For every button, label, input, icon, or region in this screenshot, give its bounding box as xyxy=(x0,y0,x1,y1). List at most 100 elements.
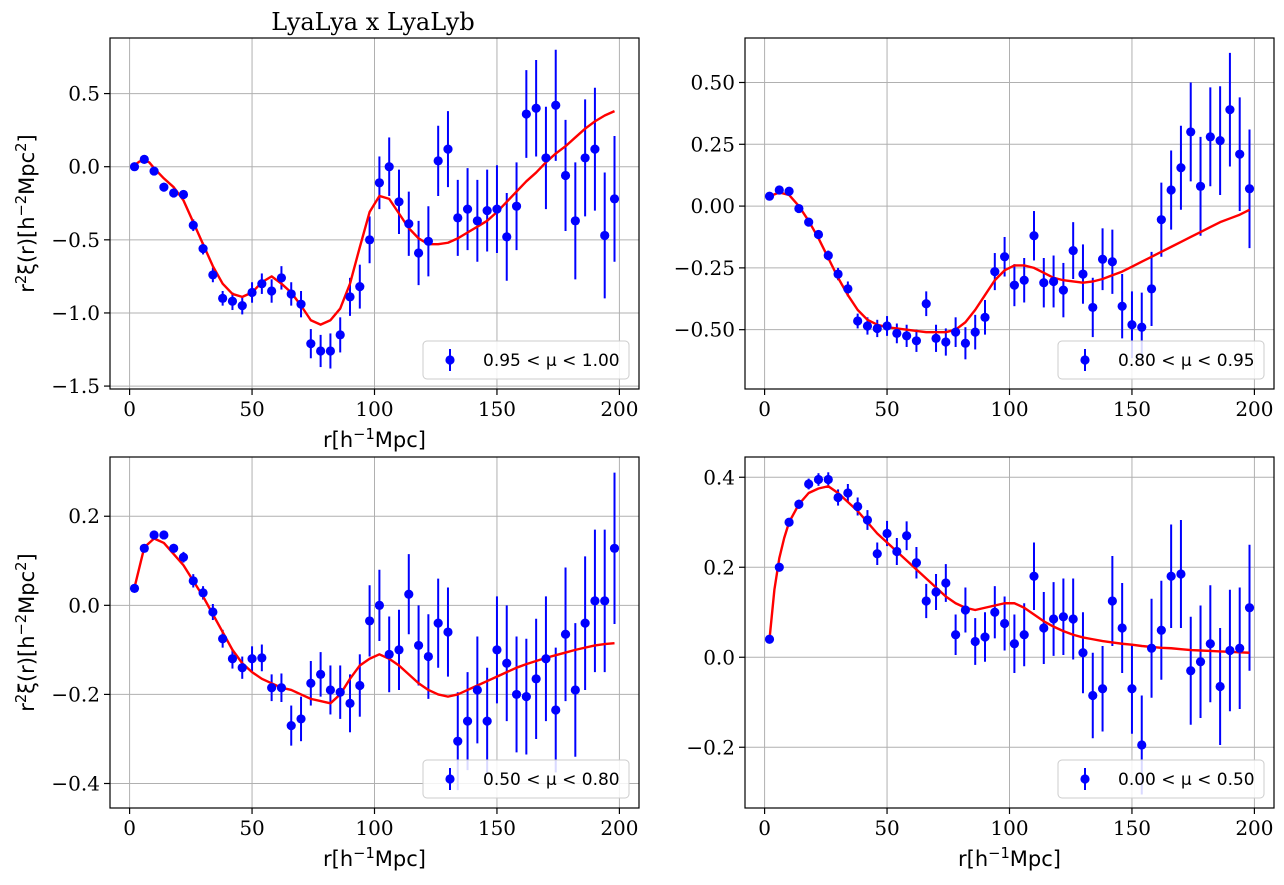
y-tick-label: 0.2 xyxy=(68,504,100,528)
data-point xyxy=(1205,639,1215,649)
data-point xyxy=(423,236,433,246)
data-point xyxy=(462,204,473,214)
data-point xyxy=(1176,163,1186,173)
data-point xyxy=(365,616,375,626)
data-point xyxy=(1078,269,1088,279)
data-point xyxy=(276,683,287,693)
data-point xyxy=(843,488,853,498)
data-point xyxy=(892,546,902,557)
data-point xyxy=(198,244,208,254)
chart-panel-4: 0 50 100 150 200 −0.2 0.0 0.2 0.4 r[h−1Mpc] 0.00 <… xyxy=(686,456,1275,871)
data-point xyxy=(1048,276,1059,287)
data-point xyxy=(951,630,961,640)
data-point xyxy=(521,109,531,119)
data-point xyxy=(882,321,892,331)
x-tick-label: 100 xyxy=(990,816,1028,840)
data-point xyxy=(794,203,804,214)
data-point xyxy=(541,153,551,163)
data-point xyxy=(218,634,228,644)
data-point xyxy=(941,337,951,347)
data-point xyxy=(257,279,267,289)
data-point xyxy=(1088,690,1098,701)
data-point xyxy=(335,330,345,340)
data-point xyxy=(1156,215,1166,225)
data-point xyxy=(580,153,590,163)
data-point xyxy=(931,587,941,597)
grid xyxy=(110,457,639,808)
x-tick-label: 200 xyxy=(600,816,638,840)
model-curve xyxy=(133,537,615,705)
data-point xyxy=(286,289,296,299)
data-point xyxy=(139,543,149,553)
model-curve xyxy=(769,191,1251,334)
data-point xyxy=(1176,569,1186,579)
plot-area xyxy=(129,49,620,369)
data-point xyxy=(600,596,610,606)
data-point xyxy=(247,654,257,664)
y-tick-label: −0.2 xyxy=(51,682,100,706)
data-point xyxy=(1244,603,1255,613)
data-point xyxy=(1117,623,1127,633)
data-point xyxy=(178,552,189,562)
data-point xyxy=(813,229,824,240)
data-point xyxy=(872,323,882,334)
data-point xyxy=(316,346,326,356)
data-point xyxy=(823,250,833,261)
data-point xyxy=(433,156,443,166)
data-point xyxy=(784,186,794,196)
x-tick-label: 50 xyxy=(239,397,264,421)
data-point xyxy=(325,346,336,356)
data-point xyxy=(413,640,424,651)
data-point xyxy=(1137,740,1147,750)
data-point xyxy=(404,589,414,599)
data-point xyxy=(1244,184,1255,194)
chart-panel-2: 0 50 100 150 200 −0.50 −0.25 0.00 0.25 0.50 0.80 <… xyxy=(674,37,1275,421)
legend-box xyxy=(422,340,630,380)
data-point xyxy=(551,705,561,715)
data-point xyxy=(492,645,502,655)
x-tick-label: 0 xyxy=(758,397,771,421)
data-point xyxy=(1195,657,1206,667)
data-point xyxy=(394,645,404,655)
data-point xyxy=(1068,245,1078,256)
data-point xyxy=(1097,684,1108,694)
data-point xyxy=(325,685,336,695)
data-point xyxy=(413,248,424,258)
data-point xyxy=(149,530,159,540)
chart-panel-3: 0 50 100 150 200 −0.4 −0.2 0.0 0.2 r[h−1Mpc] r2ξ(r… xyxy=(13,456,640,871)
data-point xyxy=(590,144,600,154)
data-point xyxy=(570,216,580,226)
data-point xyxy=(129,162,140,172)
data-point xyxy=(443,627,453,637)
data-point xyxy=(862,515,873,525)
x-tick-label: 100 xyxy=(355,816,393,840)
x-tick-label: 50 xyxy=(874,397,899,421)
data-point xyxy=(1215,135,1225,146)
data-point xyxy=(169,543,179,553)
data-point xyxy=(1019,275,1029,285)
data-point xyxy=(453,213,463,223)
data-point xyxy=(980,632,990,642)
data-point xyxy=(492,204,502,214)
x-tick-label: 200 xyxy=(1235,816,1273,840)
data-point xyxy=(921,299,931,309)
plot-area xyxy=(129,472,620,791)
data-point xyxy=(843,284,853,294)
x-tick-label: 150 xyxy=(1113,816,1151,840)
data-point xyxy=(502,232,512,242)
data-point xyxy=(1215,681,1225,692)
data-point xyxy=(1186,127,1196,137)
legend-box xyxy=(1057,340,1265,380)
data-point xyxy=(257,653,267,663)
y-axis-label: r2ξ(r)[h−2Mpc2] xyxy=(13,134,40,292)
data-point xyxy=(472,685,482,695)
data-point xyxy=(1088,302,1098,313)
data-point xyxy=(1058,612,1068,622)
data-point xyxy=(276,273,287,283)
data-point xyxy=(921,596,931,606)
chart-panel-1: 0 50 100 150 200 −1.5 −1.0 −0.5 0.0 0.5 r[h−1Mpc] r… xyxy=(13,37,640,452)
legend-marker xyxy=(445,355,455,365)
y-tick-label: −0.50 xyxy=(674,318,735,342)
data-point xyxy=(1146,284,1157,294)
